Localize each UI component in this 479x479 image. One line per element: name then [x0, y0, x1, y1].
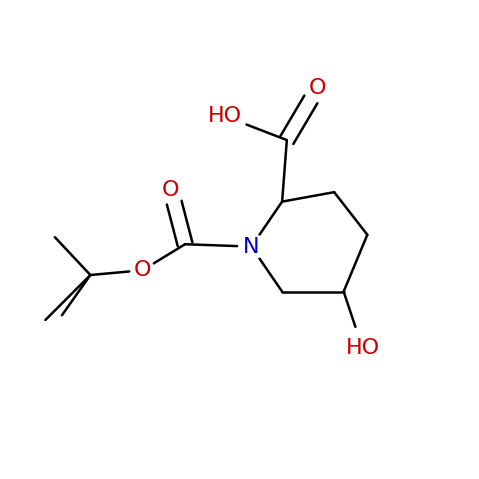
Text: O: O: [309, 78, 326, 98]
Text: HO: HO: [208, 106, 242, 126]
Text: O: O: [162, 180, 180, 200]
Text: HO: HO: [345, 338, 380, 358]
Text: O: O: [134, 260, 151, 280]
Text: N: N: [243, 237, 260, 257]
